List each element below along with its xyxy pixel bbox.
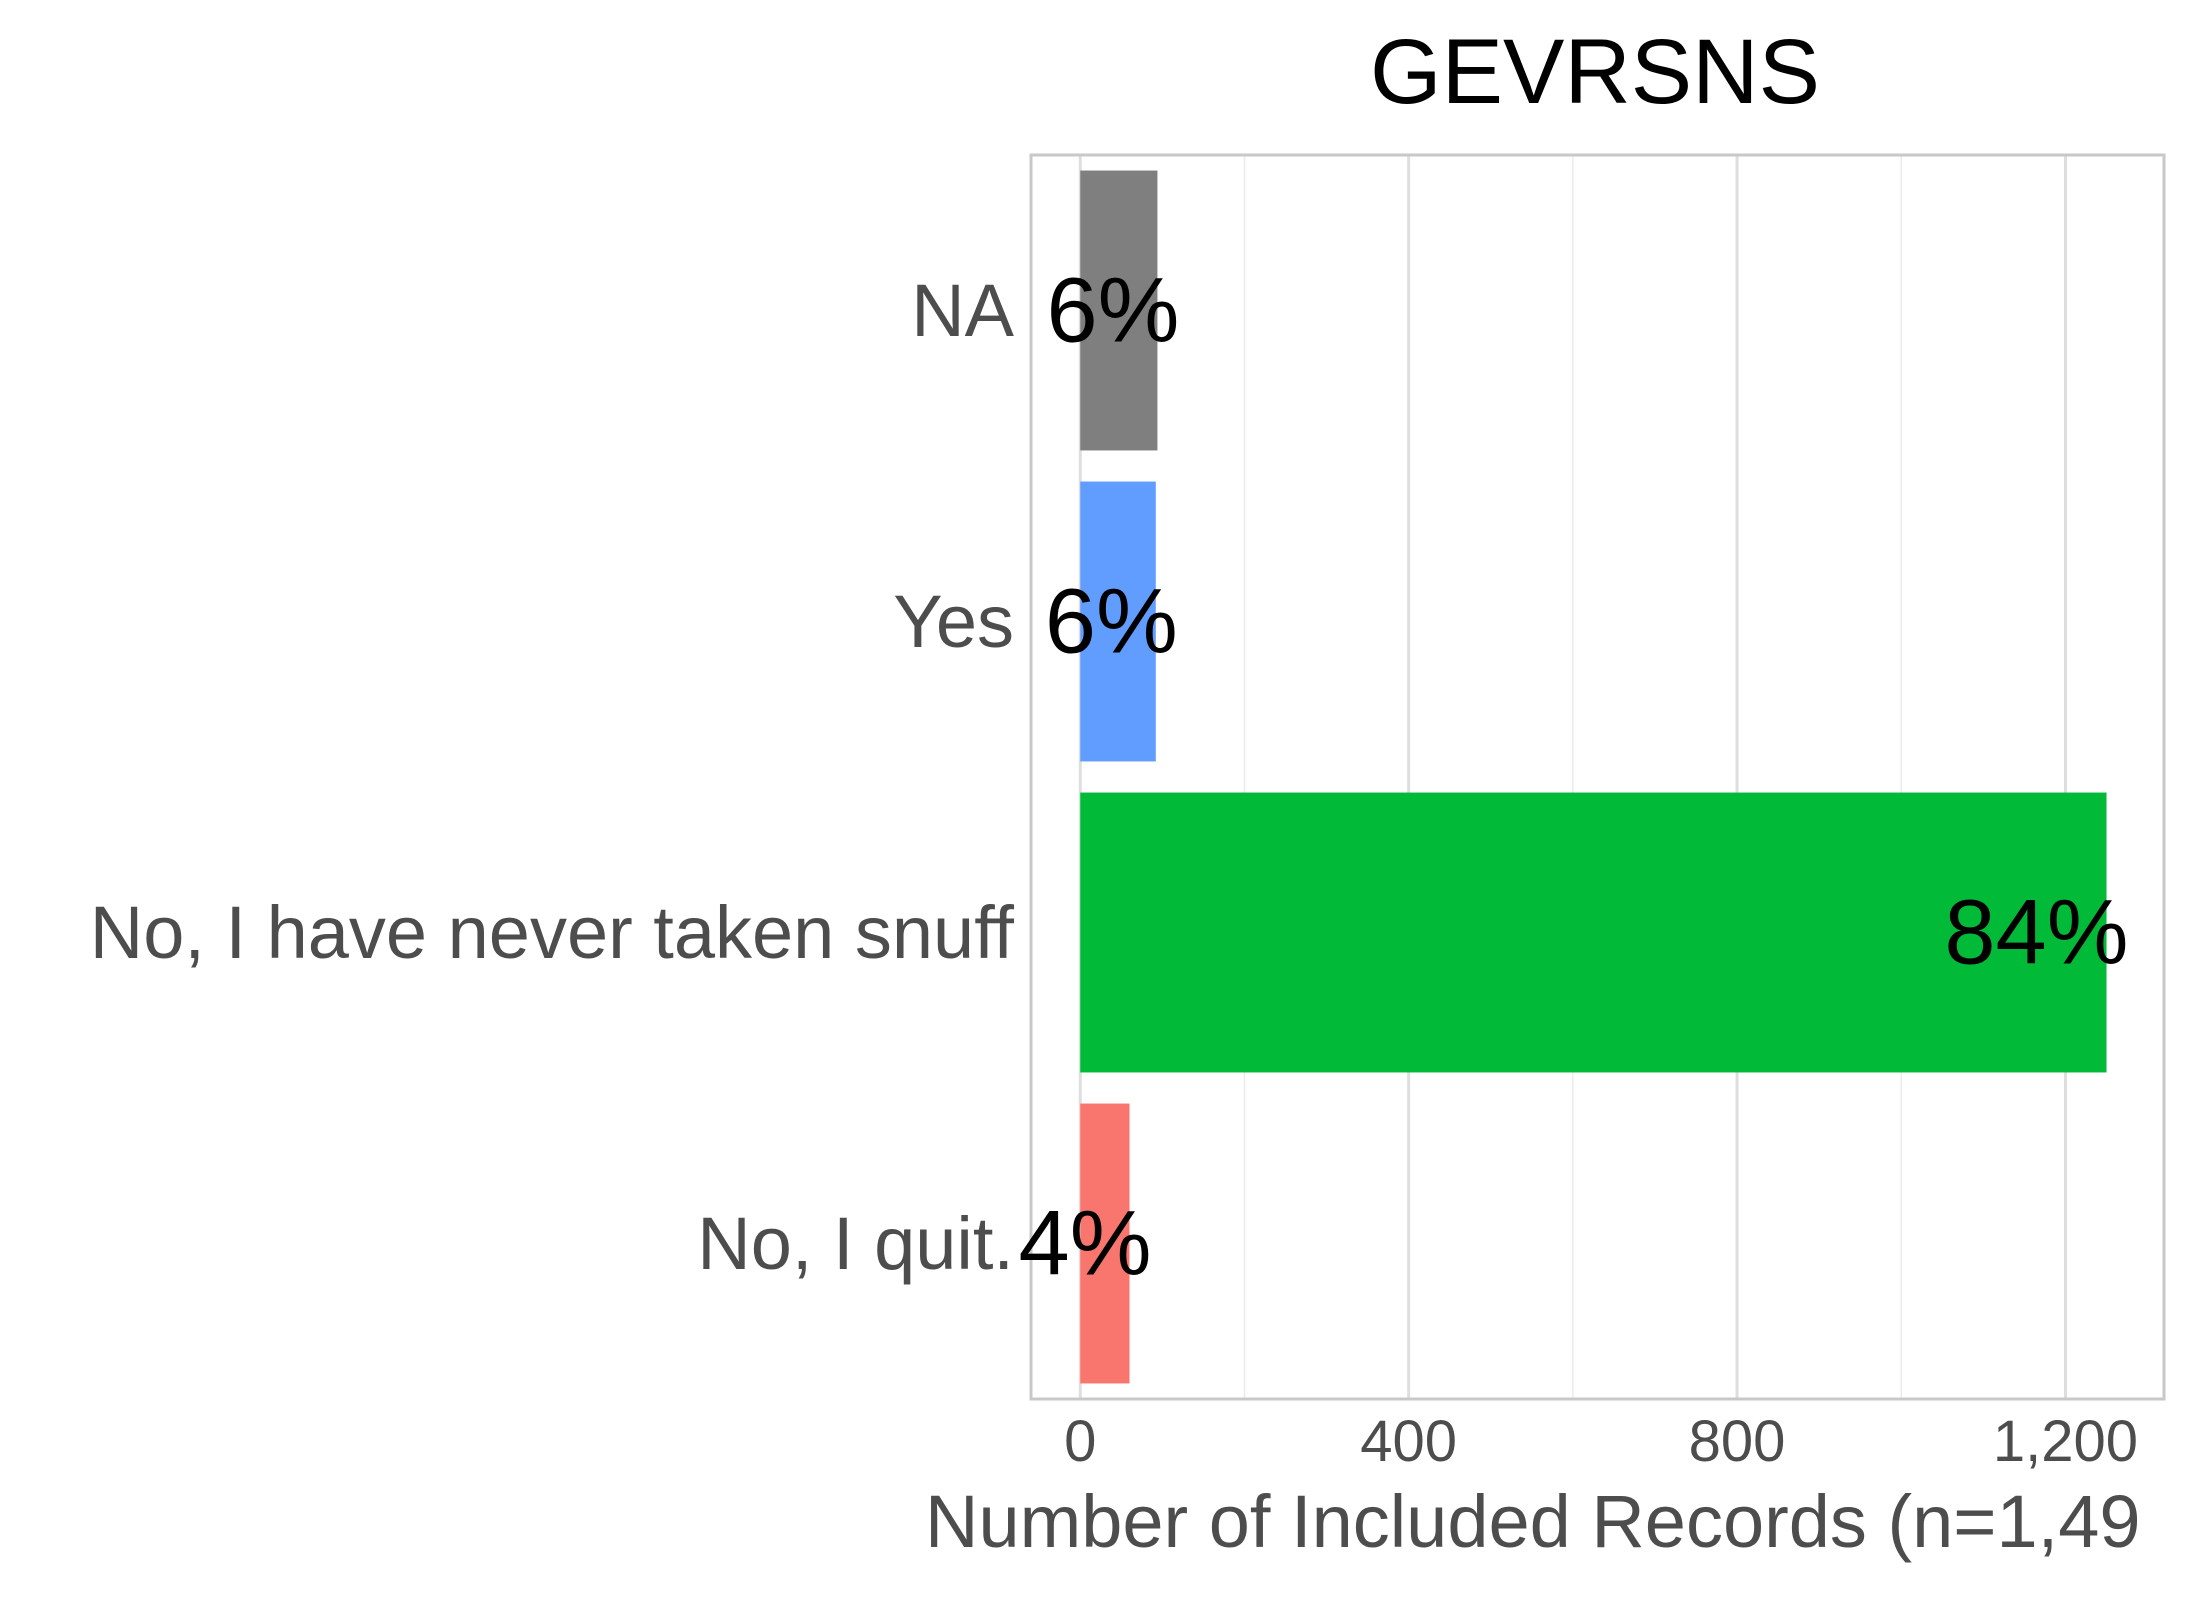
plot-panel-border [1029,153,2166,1401]
percent-labels: 6% 6% 84% 4% [1019,260,2129,1295]
data-label: 6% [1046,260,1179,362]
data-label: 4% [1019,1193,1152,1295]
chart-title: GEVRSNS [1370,21,1820,123]
data-label: 6% [1045,571,1178,673]
gridlines [1078,155,2067,1399]
category-labels: NA Yes No, I have never taken snuff No, I q… [90,269,1015,1285]
x-tick-label: 1,200 [1993,1409,2138,1474]
bar [1080,481,1156,762]
category-label: NA [911,269,1014,352]
category-label: Yes [893,580,1014,663]
x-tick-label: 800 [1689,1409,1786,1474]
bars [1080,170,2107,1384]
bar [1080,170,1158,451]
x-tick-label: 400 [1360,1409,1457,1474]
x-tick-label: 0 [1064,1409,1096,1474]
x-axis-title: Number of Included Records (n=1,49 [925,1480,2141,1563]
category-label: No, I have never taken snuff [90,891,1015,974]
category-label: No, I quit. [697,1202,1014,1285]
x-tick-labels: 0 400 800 1,200 [1064,1409,2138,1474]
bar [1080,1103,1130,1384]
bar [1080,792,2107,1073]
data-label: 84% [1944,882,2128,984]
